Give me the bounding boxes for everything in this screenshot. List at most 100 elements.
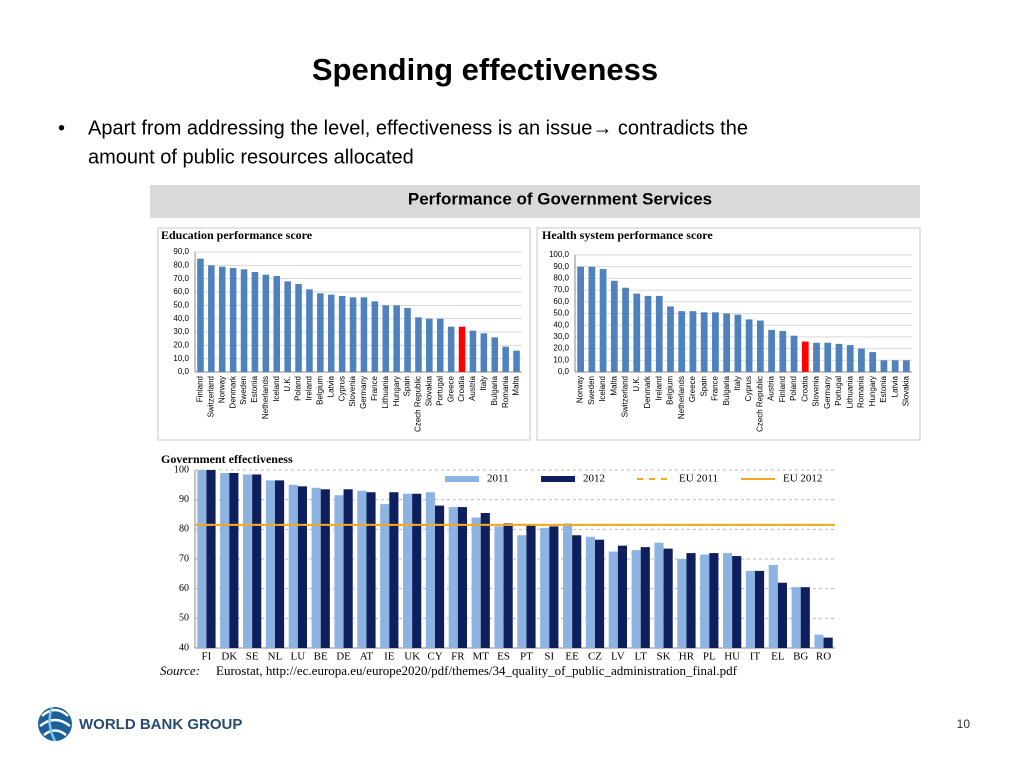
x-tick-label: Czech Republic <box>414 376 423 432</box>
bar <box>678 311 686 372</box>
bar <box>503 523 513 648</box>
y-tick-label: 90,0 <box>553 262 569 271</box>
bar <box>262 274 270 372</box>
x-tick-label: Malta <box>609 375 618 395</box>
bar <box>667 306 674 372</box>
x-tick-label: Sweden <box>239 376 248 405</box>
x-tick-label: U.K. <box>283 376 292 392</box>
x-tick-label: Cyprus <box>744 376 753 401</box>
bar <box>220 472 230 648</box>
x-tick-label: Spain <box>699 376 708 396</box>
x-tick-label: Italy <box>733 376 742 391</box>
bar <box>382 305 390 372</box>
bar <box>448 507 458 648</box>
y-tick-label: 20,0 <box>173 340 189 349</box>
source-label: Source: <box>160 663 200 678</box>
bar <box>206 470 216 648</box>
x-tick-label: PT <box>520 651 533 663</box>
x-tick-label: LV <box>611 651 625 663</box>
bar <box>349 297 357 372</box>
bar <box>436 318 444 372</box>
x-tick-label: Spain <box>403 376 412 396</box>
y-tick-label: 10,0 <box>553 355 569 364</box>
logo-icon <box>38 706 72 742</box>
y-tick-label: 70,0 <box>553 285 569 294</box>
bullet-line: amount of public resources allocated <box>88 146 414 168</box>
bar <box>380 504 390 648</box>
panel-header <box>150 185 920 218</box>
x-tick-label: Switzerland <box>206 376 215 417</box>
bar <box>469 330 477 372</box>
bar <box>610 280 618 372</box>
bar <box>540 527 550 648</box>
bar <box>494 526 504 648</box>
x-tick-label: Austria <box>468 375 477 400</box>
bar <box>412 493 422 648</box>
x-tick-label: FR <box>451 651 465 663</box>
bar <box>755 570 765 648</box>
x-tick-label: Latvia <box>890 375 899 397</box>
bar <box>814 634 824 648</box>
bar <box>284 281 291 372</box>
bar <box>791 587 801 648</box>
y-tick-label: 80,0 <box>173 260 189 269</box>
x-tick-label: France <box>711 375 720 400</box>
bar <box>208 265 215 372</box>
bar <box>595 539 605 648</box>
bar <box>471 517 481 648</box>
y-tick-label: 40,0 <box>173 314 189 323</box>
bar <box>608 551 618 648</box>
x-tick-label: CY <box>427 651 442 663</box>
y-tick-label: 20,0 <box>553 344 569 353</box>
legend-label: 2011 <box>487 473 509 485</box>
bar <box>549 526 559 648</box>
x-tick-label: Hungary <box>392 376 401 406</box>
bar <box>723 553 733 648</box>
bar <box>709 553 719 648</box>
y-tick-label: 30,0 <box>173 327 189 336</box>
x-tick-label: LT <box>634 651 647 663</box>
y-tick-label: 70 <box>179 553 189 564</box>
bar <box>491 337 499 372</box>
x-tick-label: Germany <box>359 376 368 409</box>
x-tick-label: Cyprus <box>337 376 346 401</box>
bar <box>756 320 764 372</box>
bar <box>572 535 582 648</box>
bar <box>599 269 607 372</box>
y-tick-label: 90,0 <box>173 247 189 256</box>
y-tick-label: 70,0 <box>173 274 189 283</box>
x-tick-label: LU <box>291 651 306 663</box>
x-tick-label: Germany <box>823 376 832 409</box>
bar <box>903 360 910 372</box>
bar <box>790 335 798 372</box>
chart-frame <box>536 227 921 441</box>
bar <box>800 587 810 648</box>
x-tick-label: NL <box>268 651 283 663</box>
bar <box>480 333 488 372</box>
x-tick-label: Slovakia <box>901 375 910 406</box>
x-tick-label: Italy <box>479 376 488 391</box>
bar <box>517 535 527 648</box>
x-tick-label: Greece <box>446 375 455 402</box>
bar <box>835 343 843 372</box>
bar <box>689 311 697 372</box>
bar <box>197 470 207 648</box>
bar <box>306 289 313 372</box>
x-tick-label: PL <box>703 651 716 663</box>
bar <box>723 313 731 372</box>
bar <box>880 360 888 372</box>
bar <box>426 318 433 372</box>
x-tick-label: Poland <box>294 376 303 401</box>
x-tick-label: Slovenia <box>812 375 821 406</box>
x-tick-label: Iceland <box>272 376 281 402</box>
bar <box>447 326 455 372</box>
bar <box>265 480 275 648</box>
y-tick-label: 100 <box>174 464 189 475</box>
y-tick-label: 0,0 <box>178 367 190 376</box>
bar <box>801 341 809 372</box>
bar <box>252 474 262 648</box>
logo-text: WORLD BANK GROUP <box>79 716 242 733</box>
bar <box>338 296 346 372</box>
bar <box>891 360 899 372</box>
x-tick-label: Netherlands <box>261 376 270 419</box>
